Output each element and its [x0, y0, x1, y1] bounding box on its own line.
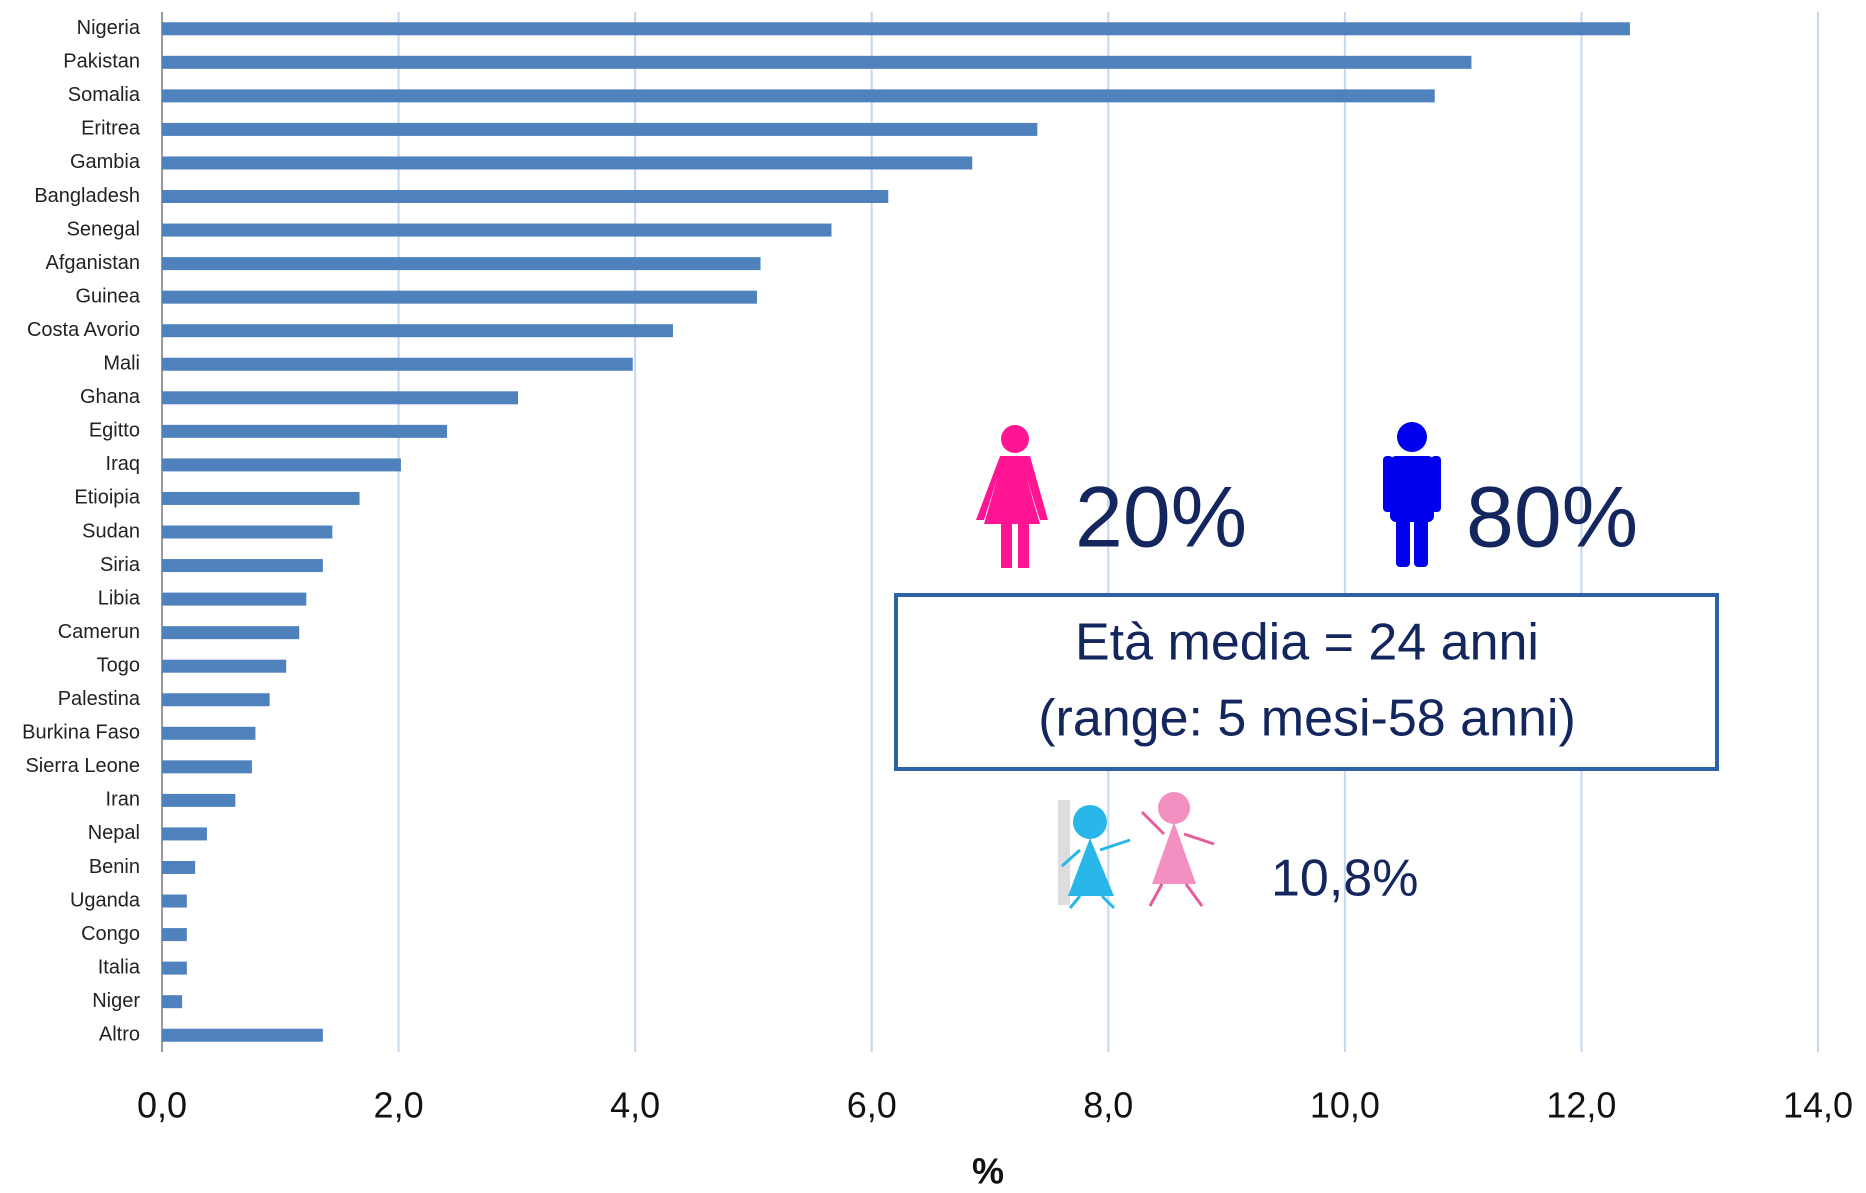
- female-icon: [976, 425, 1048, 568]
- bar: [162, 156, 972, 169]
- age-text: Età media = 24 anni: [1075, 614, 1539, 672]
- bar: [162, 89, 1435, 102]
- children-icon: [1058, 792, 1214, 908]
- bar: [162, 962, 187, 975]
- bar: [162, 895, 187, 908]
- x-tick-label: 0,0: [137, 1085, 187, 1126]
- y-tick-label: Niger: [92, 990, 140, 1012]
- female-percent: 20%: [1075, 470, 1247, 566]
- x-tick-label: 2,0: [374, 1085, 424, 1126]
- y-tick-label: Bangladesh: [34, 185, 140, 207]
- y-tick-label: Etioipia: [74, 487, 140, 509]
- x-tick-label: 8,0: [1083, 1085, 1133, 1126]
- y-tick-label: Italia: [98, 956, 141, 978]
- bar: [162, 291, 757, 304]
- y-tick-label: Nepal: [88, 822, 140, 844]
- x-tick-label: 14,0: [1783, 1085, 1853, 1126]
- age-range-text: (range: 5 mesi-58 anni): [1038, 690, 1576, 748]
- x-tick-label: 10,0: [1310, 1085, 1380, 1126]
- y-tick-label: Siria: [100, 554, 141, 576]
- y-tick-label: Libia: [98, 587, 141, 609]
- plot-area: 0,0 2,0 4,0 6,0 8,0 10,0 12,0 14,0 Nigeria Pakist…: [22, 12, 1853, 1126]
- y-tick-label: Eritrea: [81, 118, 141, 140]
- bar: [162, 593, 306, 606]
- male-icon: [1383, 422, 1441, 567]
- y-tick-label: Benin: [89, 856, 140, 878]
- y-tick-label: Palestina: [58, 688, 141, 710]
- y-tick-label: Sierra Leone: [25, 755, 140, 777]
- y-tick-label: Afganistan: [45, 252, 140, 274]
- y-tick-label: Uganda: [70, 889, 141, 911]
- bar: [162, 727, 255, 740]
- bar: [162, 693, 270, 706]
- bar: [162, 526, 332, 539]
- bar: [162, 559, 323, 572]
- x-tick-label: 12,0: [1546, 1085, 1616, 1126]
- bar: [162, 928, 187, 941]
- bar: [162, 190, 888, 203]
- y-tick-label: Burkina Faso: [22, 722, 140, 744]
- bar: [162, 458, 401, 471]
- y-tick-label: Gambia: [70, 151, 141, 173]
- y-tick-label: Congo: [81, 923, 140, 945]
- bar: [162, 626, 299, 639]
- y-tick-label: Costa Avorio: [27, 319, 140, 341]
- y-tick-label: Mali: [103, 353, 140, 375]
- bar: [162, 861, 195, 874]
- bar: [162, 1029, 323, 1042]
- male-percent: 80%: [1466, 470, 1638, 566]
- bar: [162, 123, 1037, 136]
- bar: [162, 391, 518, 404]
- bar: [162, 827, 207, 840]
- y-tick-label: Togo: [97, 654, 140, 676]
- x-tick-label: 6,0: [847, 1085, 897, 1126]
- bar: [162, 22, 1630, 35]
- bar: [162, 492, 360, 505]
- bar: [162, 660, 286, 673]
- y-tick-label: Iran: [106, 789, 140, 811]
- bar: [162, 257, 761, 270]
- y-tick-label: Altro: [99, 1024, 140, 1046]
- bar: [162, 425, 447, 438]
- y-tick-label: Pakistan: [63, 51, 140, 73]
- bar: [162, 760, 252, 773]
- y-tick-label: Nigeria: [77, 17, 141, 39]
- y-tick-label: Somalia: [68, 84, 141, 106]
- x-tick-label: 4,0: [610, 1085, 660, 1126]
- y-tick-label: Guinea: [76, 285, 141, 307]
- y-tick-label: Senegal: [67, 218, 140, 240]
- y-tick-label: Camerun: [58, 621, 140, 643]
- bar: [162, 358, 633, 371]
- bar: [162, 324, 673, 337]
- y-tick-label: Ghana: [80, 386, 141, 408]
- children-percent: 10,8%: [1271, 850, 1418, 908]
- y-tick-label: Sudan: [82, 520, 140, 542]
- x-axis-label: %: [972, 1151, 1004, 1192]
- bar: [162, 995, 182, 1008]
- bar: [162, 224, 831, 237]
- y-tick-label: Egitto: [89, 420, 140, 442]
- y-tick-label: Iraq: [106, 453, 140, 475]
- bar: [162, 794, 235, 807]
- bar: [162, 56, 1471, 69]
- chart: % 0,0 2,0 4,0 6,0 8,0 10,0 12,0 14,0 Nigeria Paki…: [0, 0, 1866, 1193]
